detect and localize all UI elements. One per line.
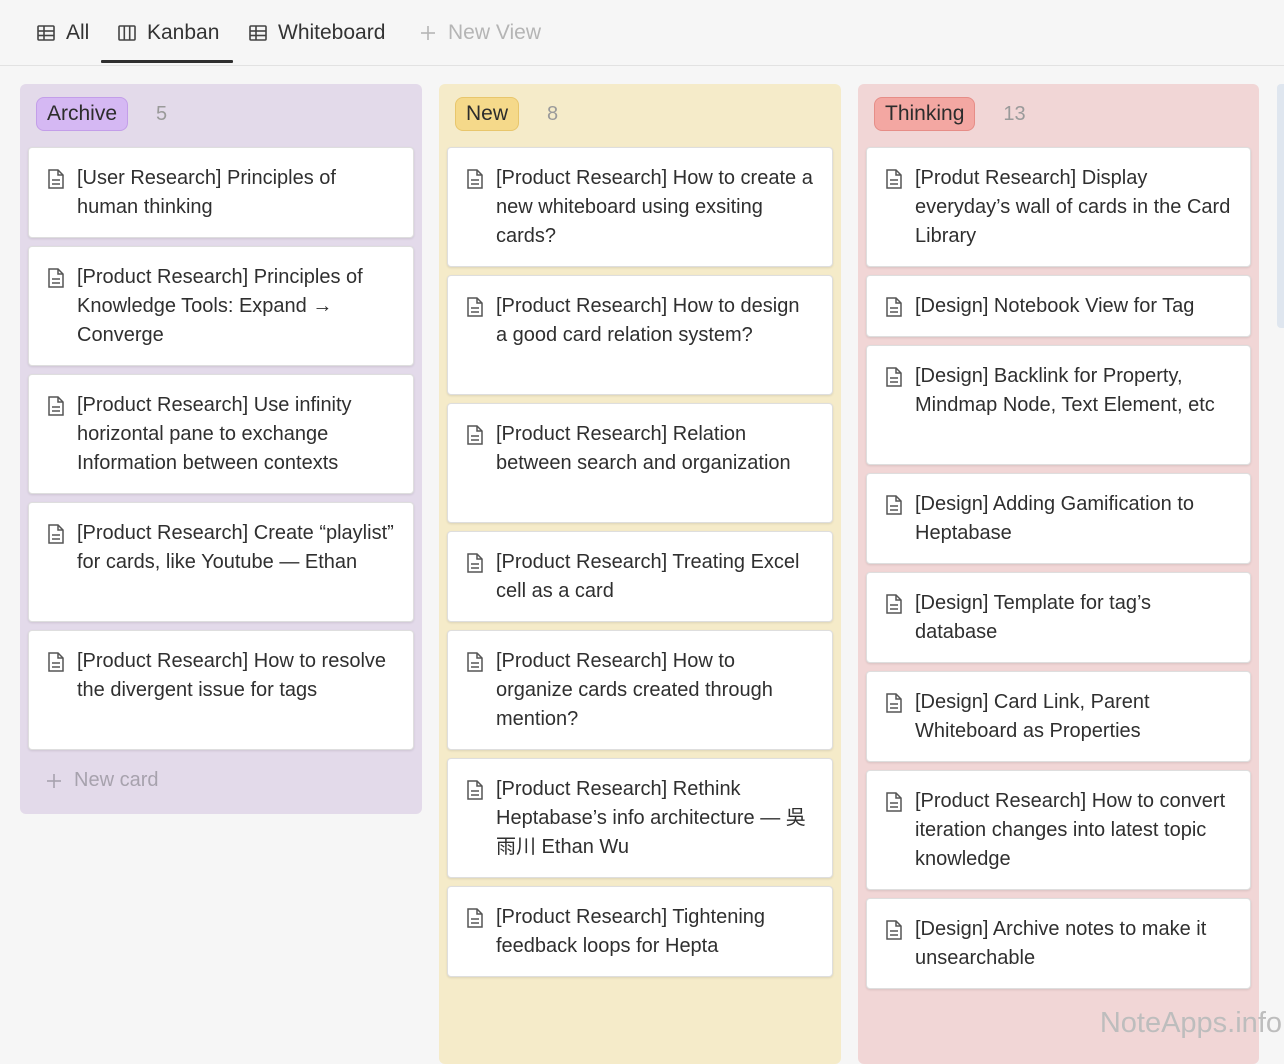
new-view-label: New View	[448, 21, 541, 45]
card-title: [Design] Notebook View for Tag	[915, 295, 1194, 317]
tab-all[interactable]: All	[36, 14, 89, 52]
kanban-card[interactable]: [Design] Card Link, Parent Whiteboard as…	[866, 671, 1251, 762]
card-title: [Product Research] Tightening feedback l…	[496, 906, 765, 957]
tab-label: All	[66, 21, 89, 45]
document-icon	[466, 780, 484, 800]
document-icon	[466, 169, 484, 189]
document-icon	[47, 169, 65, 189]
card-title: [Design] Backlink for Property, Mindmap …	[915, 365, 1215, 416]
table-icon	[248, 23, 268, 43]
document-icon	[466, 425, 484, 445]
kanban-column-partial	[1277, 84, 1284, 328]
kanban-card[interactable]: [Product Research] Use infinity horizont…	[28, 374, 414, 494]
kanban-card[interactable]: [Product Research] Create “playlist” for…	[28, 502, 414, 622]
column-title[interactable]: Archive	[36, 97, 128, 131]
column-header: Thinking 13	[874, 97, 1026, 131]
document-icon	[885, 169, 903, 189]
kanban-card[interactable]: [Design] Archive notes to make it unsear…	[866, 898, 1251, 989]
column-count: 5	[156, 103, 167, 126]
card-title: [Product Research] Rethink Heptabase’s i…	[496, 778, 806, 858]
card-title: [Product Research] Use infinity horizont…	[77, 394, 352, 474]
card-title: [Product Research] Create “playlist” for…	[77, 522, 394, 573]
tab-label: Kanban	[147, 21, 219, 45]
new-card-button[interactable]: New card	[46, 769, 158, 792]
kanban-card[interactable]: [Design] Backlink for Property, Mindmap …	[866, 345, 1251, 465]
kanban-column-thinking: Thinking 13 [Produt Research] Display ev…	[858, 84, 1259, 1064]
card-title: [Product Research] How to convert iterat…	[915, 790, 1225, 870]
card-title: [Product Research] How to resolve the di…	[77, 650, 386, 701]
kanban-card[interactable]: [Product Research] How to create a new w…	[447, 147, 833, 267]
kanban-card[interactable]: [Produt Research] Display everyday’s wal…	[866, 147, 1251, 267]
document-icon	[466, 297, 484, 317]
kanban-card[interactable]: [Product Research] How to convert iterat…	[866, 770, 1251, 890]
card-title: [User Research] Principles of human thin…	[77, 167, 336, 218]
kanban-card[interactable]: [Design] Notebook View for Tag	[866, 275, 1251, 337]
document-icon	[885, 693, 903, 713]
watermark-text: NoteApps.info	[1100, 1007, 1282, 1040]
kanban-card[interactable]: [Design] Adding Gamification to Heptabas…	[866, 473, 1251, 564]
document-icon	[885, 297, 903, 317]
card-title: [Product Research] Relation between sear…	[496, 423, 791, 474]
kanban-card[interactable]: [Product Research] How to organize cards…	[447, 630, 833, 750]
new-card-label: New card	[74, 769, 158, 792]
column-header: Archive 5	[36, 97, 167, 131]
view-tab-bar: All Kanban Whiteboard New View	[0, 0, 1284, 66]
document-icon	[885, 367, 903, 387]
card-title: [Design] Adding Gamification to Heptabas…	[915, 493, 1194, 544]
document-icon	[47, 652, 65, 672]
plus-icon	[46, 773, 62, 789]
document-icon	[885, 594, 903, 614]
new-view-button[interactable]: New View	[418, 14, 541, 52]
kanban-card[interactable]: [Product Research] How to design a good …	[447, 275, 833, 395]
active-tab-indicator	[101, 60, 233, 63]
kanban-column-archive: Archive 5 [User Research] Principles of …	[20, 84, 422, 814]
card-title: [Produt Research] Display everyday’s wal…	[915, 167, 1230, 247]
document-icon	[47, 524, 65, 544]
tab-label: Whiteboard	[278, 21, 385, 45]
tab-whiteboard[interactable]: Whiteboard	[248, 14, 385, 52]
document-icon	[885, 495, 903, 515]
kanban-card[interactable]: [Product Research] Relation between sear…	[447, 403, 833, 523]
column-count: 13	[1003, 103, 1025, 126]
card-title: [Product Research] How to design a good …	[496, 295, 800, 346]
document-icon	[885, 792, 903, 812]
document-icon	[885, 920, 903, 940]
column-title[interactable]: New	[455, 97, 519, 131]
card-title: [Product Research] Treating Excel cell a…	[496, 551, 799, 602]
column-title[interactable]: Thinking	[874, 97, 975, 131]
column-count: 8	[547, 103, 558, 126]
tab-kanban[interactable]: Kanban	[117, 14, 219, 52]
document-icon	[466, 908, 484, 928]
card-title: [Product Research] How to create a new w…	[496, 167, 813, 247]
document-icon	[47, 396, 65, 416]
kanban-column-new: New 8 [Product Research] How to create a…	[439, 84, 841, 1064]
plus-icon	[418, 23, 438, 43]
kanban-card[interactable]: [Product Research] Treating Excel cell a…	[447, 531, 833, 622]
column-header: New 8	[455, 97, 558, 131]
table-icon	[36, 23, 56, 43]
kanban-card[interactable]: [User Research] Principles of human thin…	[28, 147, 414, 238]
card-title: [Design] Card Link, Parent Whiteboard as…	[915, 691, 1150, 742]
card-title: [Design] Template for tag’s database	[915, 592, 1151, 643]
document-icon	[466, 553, 484, 573]
document-icon	[47, 268, 65, 288]
kanban-icon	[117, 23, 137, 43]
kanban-card[interactable]: [Design] Template for tag’s database	[866, 572, 1251, 663]
kanban-card[interactable]: [Product Research] Tightening feedback l…	[447, 886, 833, 977]
kanban-card[interactable]: [Product Research] Principles of Knowled…	[28, 246, 414, 366]
card-title: [Design] Archive notes to make it unsear…	[915, 918, 1206, 969]
kanban-card[interactable]: [Product Research] Rethink Heptabase’s i…	[447, 758, 833, 878]
card-title: [Product Research] How to organize cards…	[496, 650, 773, 730]
document-icon	[466, 652, 484, 672]
kanban-card[interactable]: [Product Research] How to resolve the di…	[28, 630, 414, 750]
card-title: [Product Research] Principles of Knowled…	[77, 266, 363, 346]
